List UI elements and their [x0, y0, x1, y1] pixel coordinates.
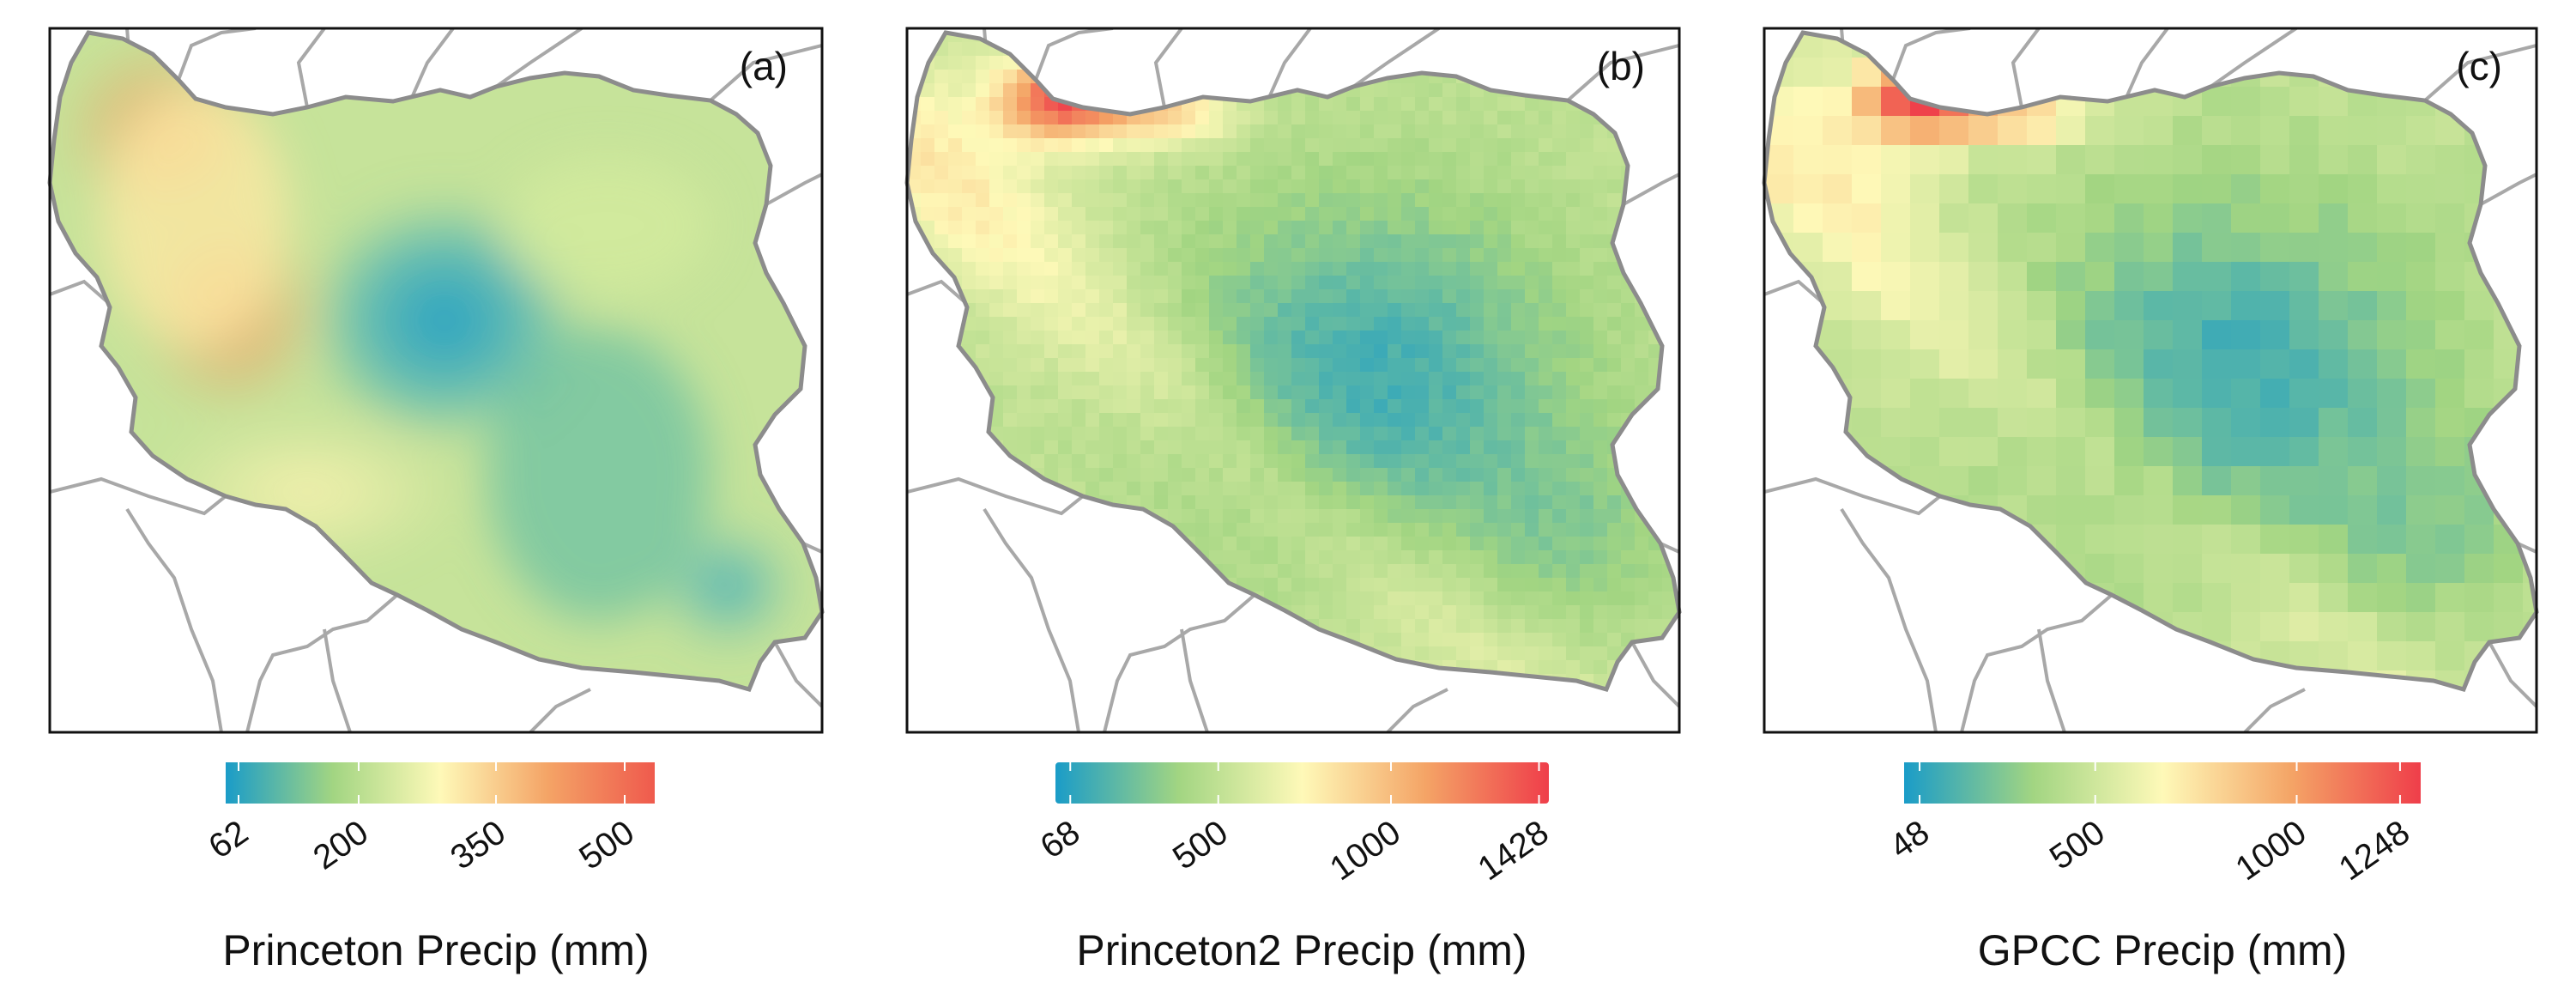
panel-tag-c: (c): [2456, 44, 2502, 88]
colorbar-c: 48 500 1000 1248: [1884, 762, 2421, 888]
colorbar-tick-label: 200: [306, 813, 375, 877]
colorbar-tick-label: 62: [202, 813, 255, 866]
colorbar-tick-label: 350: [444, 813, 512, 877]
colorbar-tick-label: 500: [2043, 813, 2112, 877]
colorbar-b: 68 500 1000 1428: [1034, 762, 1556, 888]
colorbar-c-ramp: [1904, 762, 2421, 804]
panel-a: (a): [47, 27, 825, 734]
panel-tag-b: (b): [1597, 44, 1645, 88]
frame-border-a: [48, 27, 824, 734]
colorbar-tick-label: 1428: [1472, 813, 1556, 888]
panel-b: (b): [904, 27, 1682, 734]
colorbar-tick-label: 1000: [2229, 813, 2313, 888]
colorbar-tick-label: 48: [1884, 813, 1937, 866]
colorbar-c-title: GPCC Precip (mm): [1978, 926, 2348, 974]
panel-tag-a: (a): [740, 44, 788, 88]
panel-c: (c): [1762, 27, 2539, 734]
colorbar-tick-label: 1000: [1323, 813, 1407, 888]
colorbar-a-ramp: [226, 762, 655, 804]
precip-field-a: [50, 33, 822, 689]
colorbar-b-ramp: [1055, 762, 1549, 804]
colorbar-tick-label: 1248: [2332, 813, 2416, 888]
colorbar-a-title: Princeton Precip (mm): [222, 926, 649, 974]
colorbar-tick-label: 500: [1166, 813, 1235, 877]
frame-border-b: [905, 27, 1681, 734]
colorbar-tick-label: 500: [572, 813, 641, 877]
colorbar-tick-label: 68: [1034, 813, 1087, 866]
colorbar-a: 62 200 350 500: [202, 762, 655, 877]
colorbar-b-title: Princeton2 Precip (mm): [1076, 926, 1527, 974]
frame-border-c: [1763, 27, 2538, 734]
